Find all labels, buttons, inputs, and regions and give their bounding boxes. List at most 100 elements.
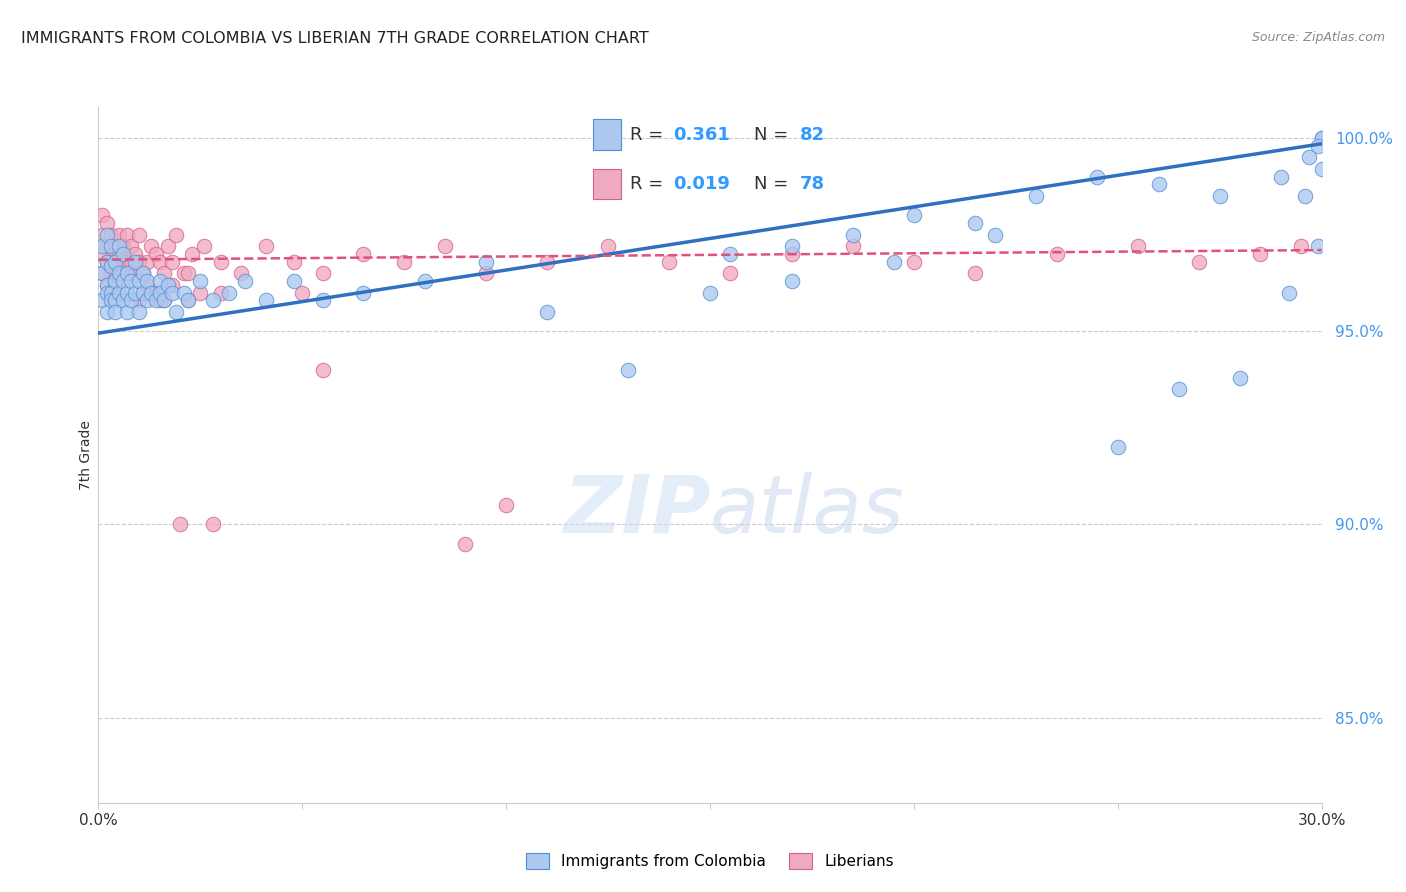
Point <box>100 227 122 242</box>
Point <box>108 247 131 261</box>
Point <box>100 259 122 273</box>
Point <box>149 293 172 308</box>
Point <box>188 285 212 300</box>
Point <box>120 274 142 288</box>
Point <box>1128 239 1150 253</box>
Text: 0.019: 0.019 <box>673 175 730 193</box>
Point <box>1306 138 1329 153</box>
Point <box>149 285 172 300</box>
Point <box>434 239 457 253</box>
Text: IMMIGRANTS FROM COLOMBIA VS LIBERIAN 7TH GRADE CORRELATION CHART: IMMIGRANTS FROM COLOMBIA VS LIBERIAN 7TH… <box>21 31 648 46</box>
Point <box>124 247 146 261</box>
Point <box>699 285 721 300</box>
Point <box>1229 370 1251 384</box>
Point <box>108 266 131 280</box>
Point <box>984 227 1007 242</box>
Point <box>1291 239 1313 253</box>
Point <box>152 293 174 308</box>
Point <box>104 274 127 288</box>
Legend: Immigrants from Colombia, Liberians: Immigrants from Colombia, Liberians <box>520 847 900 875</box>
Point <box>598 239 620 253</box>
Point <box>903 254 925 268</box>
Point <box>124 266 146 280</box>
Point <box>128 293 150 308</box>
Point <box>254 239 277 253</box>
Point <box>128 274 150 288</box>
Point <box>883 254 905 268</box>
Point <box>160 277 183 292</box>
Point <box>177 293 200 308</box>
Point <box>392 254 416 268</box>
Point <box>312 363 335 377</box>
Point <box>111 293 134 308</box>
Point <box>1209 189 1232 203</box>
Point <box>96 305 118 319</box>
Point <box>720 247 742 261</box>
Point <box>111 274 134 288</box>
Point <box>233 274 256 288</box>
Point <box>100 266 122 280</box>
Point <box>141 285 163 300</box>
Point <box>96 254 118 268</box>
Point <box>96 216 118 230</box>
Point <box>312 293 335 308</box>
Point <box>96 254 118 268</box>
Point <box>104 305 127 319</box>
Text: ZIP: ZIP <box>562 472 710 549</box>
Point <box>149 254 172 268</box>
Point <box>108 227 131 242</box>
Point <box>96 239 118 253</box>
Point <box>111 254 134 268</box>
Point <box>209 254 232 268</box>
Point <box>209 285 232 300</box>
Point <box>136 277 159 292</box>
Point <box>454 537 477 551</box>
Point <box>173 266 195 280</box>
Point <box>111 239 134 253</box>
Point <box>1278 285 1301 300</box>
Point <box>201 517 224 532</box>
Point <box>136 254 159 268</box>
Point <box>352 247 374 261</box>
Point <box>1085 169 1108 184</box>
Point <box>474 254 498 268</box>
Point <box>291 285 314 300</box>
Point <box>100 285 122 300</box>
Point <box>160 285 183 300</box>
Point <box>1025 189 1047 203</box>
Point <box>474 266 498 280</box>
Point <box>1270 169 1292 184</box>
Point <box>231 266 253 280</box>
Point <box>96 277 118 292</box>
Point <box>495 498 517 512</box>
Point <box>100 239 122 253</box>
Point <box>145 285 167 300</box>
Point <box>841 227 863 242</box>
Point <box>1310 131 1333 145</box>
Point <box>152 266 174 280</box>
Point <box>1298 150 1320 164</box>
Point <box>91 227 114 242</box>
Point <box>91 266 114 280</box>
Point <box>91 247 114 261</box>
Point <box>128 305 150 319</box>
Point <box>201 293 224 308</box>
Text: 0.361: 0.361 <box>673 126 730 144</box>
Point <box>1188 254 1211 268</box>
Point <box>91 208 114 222</box>
Point <box>115 285 138 300</box>
Point <box>120 239 142 253</box>
Point <box>91 293 114 308</box>
Point <box>780 239 803 253</box>
Point <box>1107 440 1129 454</box>
Point <box>181 247 204 261</box>
Y-axis label: 7th Grade: 7th Grade <box>79 420 93 490</box>
Point <box>115 266 138 280</box>
Point <box>1306 239 1329 253</box>
Point <box>152 293 174 308</box>
Point <box>120 293 142 308</box>
Point <box>145 247 167 261</box>
Point <box>104 254 127 268</box>
Point <box>149 274 172 288</box>
Point <box>156 239 179 253</box>
